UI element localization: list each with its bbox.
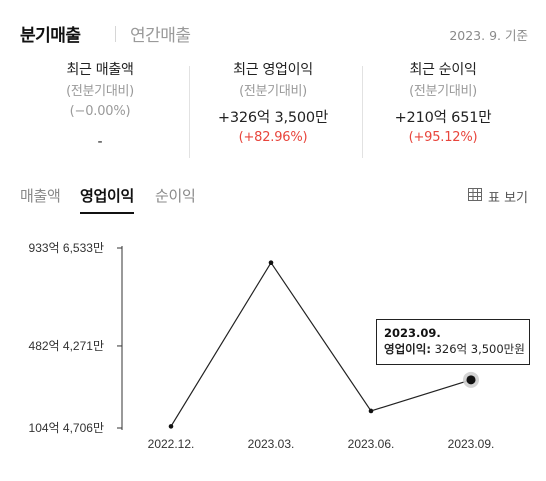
- x-tick-label: 2022.12.: [148, 437, 195, 451]
- metric-tabs: 매출액 영업이익 순이익 표 보기: [20, 185, 528, 215]
- tooltip-label: 영업이익:: [384, 342, 431, 356]
- y-tick-label: 482억 4,271만: [29, 339, 104, 353]
- summary-title: 최근 영업이익: [233, 62, 313, 78]
- summary-divider: [189, 66, 190, 158]
- basis-date: 2023. 9. 기준: [449, 28, 528, 43]
- summary-recent-sales: 최근 매출액 (전분기대비) (−0.00%) -: [25, 60, 175, 152]
- summary-rate: (+82.96%): [238, 130, 308, 145]
- tab-sales[interactable]: 매출액: [20, 187, 61, 205]
- summary-title: 최근 순이익: [409, 62, 477, 78]
- summary-recent-operating-profit: 최근 영업이익 (전분기대비) +326억 3,500만 (+82.96%): [198, 60, 348, 148]
- y-tick-label: 933억 6,533만: [29, 241, 104, 255]
- summary-title: 최근 매출액: [66, 62, 134, 78]
- tab-net-income[interactable]: 순이익: [155, 187, 196, 205]
- summary-rate: (+95.12%): [408, 130, 478, 145]
- x-tick-label: 2023.06.: [348, 437, 395, 451]
- tab-quarterly-sales[interactable]: 분기매출: [20, 26, 81, 46]
- summary-value: +210억 651만: [394, 110, 492, 126]
- y-tick-label: 104억 4,706만: [29, 421, 104, 435]
- data-point: [268, 260, 274, 265]
- tooltip-date: 2023.09.: [384, 326, 441, 340]
- table-view-button[interactable]: 표 보기: [467, 187, 528, 206]
- tooltip-value: 326억 3,500만원: [434, 342, 525, 356]
- summary-recent-net-income: 최근 순이익 (전분기대비) +210억 651만 (+95.12%): [368, 60, 518, 148]
- table-view-label: 표 보기: [487, 191, 528, 206]
- summary-subtitle: (전분기대비): [239, 84, 307, 99]
- header: 분기매출 연간매출 2023. 9. 기준: [20, 18, 528, 50]
- table-icon: [467, 188, 482, 205]
- tab-operating-profit[interactable]: 영업이익: [80, 185, 134, 214]
- data-point-highlighted: [466, 375, 476, 385]
- summary-subtitle: (전분기대비): [409, 84, 477, 99]
- summary-subtitle: (전분기대비): [66, 84, 134, 99]
- chart-tooltip: 2023.09. 영업이익: 326억 3,500만원: [376, 319, 530, 365]
- tab-annual-sales[interactable]: 연간매출: [130, 26, 191, 46]
- operating-profit-chart: 933억 6,533만 482억 4,271만 104억 4,706만 2022.12…: [29, 241, 495, 451]
- summary-value: -: [97, 134, 103, 150]
- data-point: [368, 408, 374, 414]
- summary-section: 최근 매출액 (전분기대비) (−0.00%) - 최근 영업이익 (전분기대비…: [0, 60, 546, 160]
- tooltip-value-line: 영업이익: 326억 3,500만원: [384, 341, 525, 357]
- x-tick-label: 2023.03.: [248, 437, 295, 451]
- summary-value: +326억 3,500만: [217, 110, 329, 126]
- x-tick-label: 2023.09.: [448, 437, 495, 451]
- summary-rate: (−0.00%): [69, 104, 131, 119]
- summary-divider: [362, 66, 363, 158]
- data-point: [168, 424, 174, 429]
- tab-divider: [115, 26, 116, 42]
- series-line: [170, 261, 472, 427]
